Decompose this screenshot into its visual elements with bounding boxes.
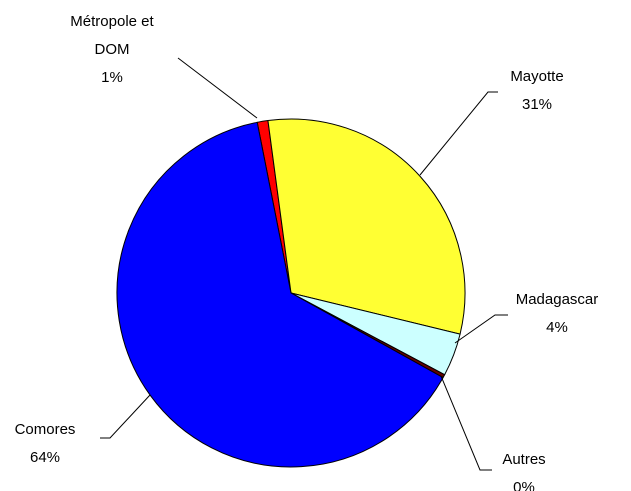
category-name: Mayotte: [510, 68, 564, 85]
value-label: 1%: [101, 69, 123, 86]
slice-label: Autres 0%: [484, 446, 564, 491]
pie-slice: [267, 118, 466, 335]
category-name: Métropole et DOM: [70, 13, 154, 58]
category-name: Comores: [14, 421, 76, 438]
leader-line: [419, 91, 498, 176]
leader-line: [100, 394, 151, 439]
value-label: 4%: [546, 319, 568, 336]
pie-slice: [116, 121, 444, 468]
leader-line: [454, 314, 508, 344]
category-name: Autres: [502, 451, 546, 468]
leader-line: [177, 57, 258, 119]
category-name: Madagascar: [515, 291, 599, 308]
slice-label: Métropole et DOM 1%: [47, 8, 177, 92]
leader-line: [440, 375, 492, 471]
value-label: 31%: [521, 96, 553, 113]
slice-label: Madagascar 4%: [507, 286, 607, 342]
slice-label: Comores 64%: [0, 416, 90, 472]
value-label: 0%: [513, 479, 535, 491]
value-label: 64%: [29, 449, 61, 466]
slice-label: Mayotte 31%: [487, 63, 587, 119]
